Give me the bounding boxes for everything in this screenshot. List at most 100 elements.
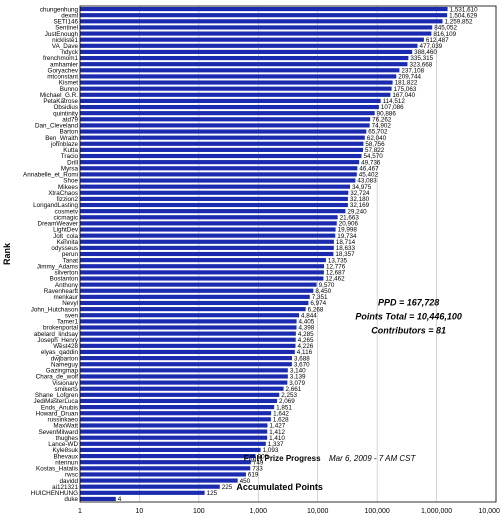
category-label: odysseus <box>51 245 78 252</box>
annotation-points-total: Points Total = 10,446,100 <box>355 311 461 321</box>
category-label: quintinity <box>53 110 79 117</box>
bar <box>80 172 357 177</box>
bar <box>80 337 296 342</box>
bar <box>80 300 309 306</box>
bar <box>80 86 392 91</box>
bar <box>80 411 272 416</box>
bar <box>80 196 348 201</box>
category-label: cosmetv <box>55 208 79 215</box>
bar <box>80 484 220 489</box>
category-label: menkaur <box>54 294 79 301</box>
category-label: Bostanton <box>50 276 79 283</box>
category-label: John_Hutchason <box>31 306 79 313</box>
category-label: HUICHENHUNG <box>31 490 78 497</box>
bar <box>80 215 338 220</box>
value-label: 1,337 <box>268 441 284 448</box>
category-label: Dan_Cleveland <box>35 123 79 130</box>
category-label: Kostas_Hatalis <box>36 466 78 473</box>
category-label: Tamer1 <box>57 319 78 326</box>
category-label: Nameguy <box>51 361 79 368</box>
bar <box>80 490 205 495</box>
category-label: johnblaze <box>50 141 78 148</box>
category-label: smikerts <box>55 386 78 393</box>
category-label: Bhevaux <box>53 453 78 460</box>
category-label: atd79 <box>62 116 78 123</box>
value-label: 6,974 <box>310 300 326 307</box>
bars <box>80 6 448 502</box>
bar <box>80 472 246 477</box>
bar <box>80 343 296 348</box>
value-label: 4,405 <box>299 319 315 326</box>
value-label: 21,663 <box>340 214 360 221</box>
bar <box>80 380 288 385</box>
value-label: 9,570 <box>319 282 335 289</box>
category-label: Sentinel <box>55 25 78 32</box>
bar <box>80 49 413 55</box>
category-label: JediMasterLuca <box>34 398 79 405</box>
value-label: 175,063 <box>394 86 417 93</box>
bar <box>80 233 336 238</box>
category-label: Chara_de_wolf <box>36 374 79 381</box>
category-label: Goryachev <box>48 67 79 74</box>
value-label: 209,744 <box>398 74 421 81</box>
value-label: 7,351 <box>312 294 328 301</box>
bar <box>80 111 375 116</box>
bar <box>80 423 268 428</box>
category-label: Kennita <box>57 239 79 246</box>
bar <box>80 184 351 189</box>
value-label: 62,040 <box>367 135 387 142</box>
value-label: 13,735 <box>328 257 348 264</box>
category-label: SETI146 <box>53 19 78 26</box>
category-label: Lance-WD <box>48 441 78 448</box>
category-label: mtconstant <box>47 74 78 81</box>
value-label: 76,262 <box>372 116 392 123</box>
bar <box>80 68 400 73</box>
category-label: perun <box>62 251 79 258</box>
value-label: 54,570 <box>364 153 384 160</box>
bar <box>80 392 280 397</box>
category-label: SevenMilward <box>38 429 78 436</box>
x-tick-label: 10,000,000 <box>478 508 500 515</box>
bar <box>80 264 325 269</box>
bar <box>80 356 292 361</box>
category-label: cicmagic <box>54 214 79 221</box>
category-label: Visionary <box>52 380 79 387</box>
bar <box>80 276 324 281</box>
category-label: silverton <box>55 270 79 277</box>
category-label: PetaKatrose <box>43 98 78 105</box>
bar <box>80 245 334 250</box>
x-tick-label: 1 <box>78 508 82 515</box>
category-label: russinkaeo <box>48 417 79 424</box>
value-label: 2,661 <box>286 386 302 393</box>
bar <box>80 429 268 434</box>
bar <box>80 319 297 324</box>
bar <box>80 129 367 134</box>
bar <box>80 190 349 195</box>
bar <box>80 362 292 367</box>
bar <box>80 6 448 12</box>
bar <box>80 13 448 18</box>
value-label: 1,642 <box>273 410 289 417</box>
value-label: 181,822 <box>395 80 418 87</box>
value-label: 450 <box>240 478 251 485</box>
chart-subtitle: F@H Prize Progress Mar 6, 2009 - 7 AM CS… <box>244 448 417 465</box>
value-label: 900 <box>258 453 269 460</box>
category-label: duke <box>64 496 78 503</box>
category-label: Howard_Druan <box>36 410 79 417</box>
bar <box>80 368 288 373</box>
value-label: 4,265 <box>298 337 314 344</box>
category-label: Ben_Wraith <box>45 135 78 142</box>
bar <box>80 478 238 483</box>
value-label: 4,285 <box>298 331 314 338</box>
bar <box>80 398 278 404</box>
value-label: 845,052 <box>434 25 457 32</box>
value-label: 167,040 <box>392 92 415 99</box>
category-label: Shane_Lofgren <box>35 392 79 399</box>
value-label: 1,531,610 <box>450 6 479 13</box>
bar <box>80 447 261 453</box>
bar <box>80 178 356 183</box>
bar <box>80 282 317 287</box>
category-label: Michael_G.R. <box>40 92 78 99</box>
x-tick-label: 100,000 <box>364 508 389 515</box>
value-label: 58,756 <box>365 141 385 148</box>
